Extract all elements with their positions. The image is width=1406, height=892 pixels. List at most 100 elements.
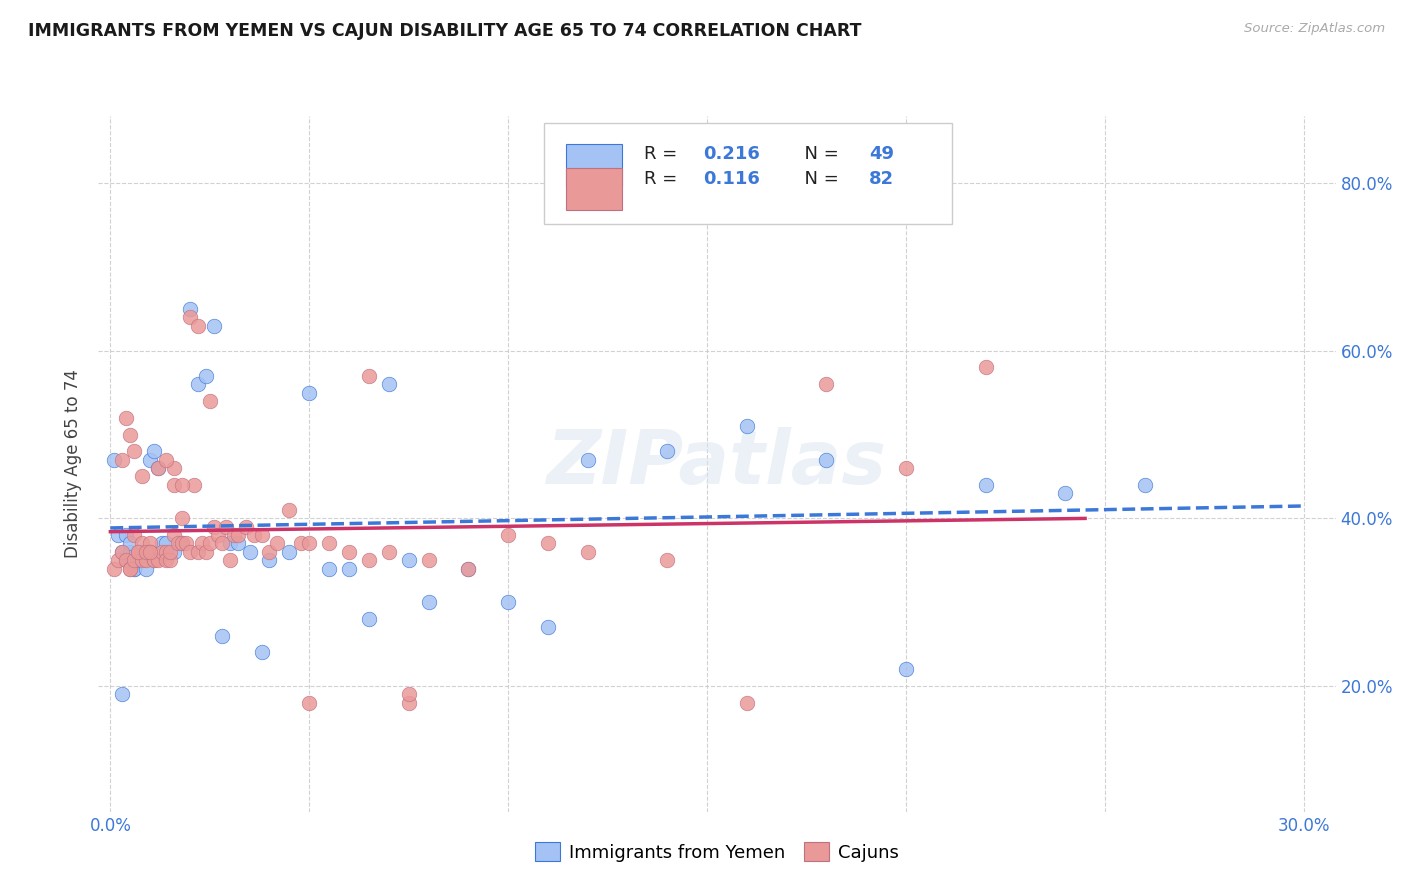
Point xyxy=(159,553,181,567)
Point xyxy=(120,545,142,559)
Point xyxy=(576,452,599,467)
Point xyxy=(242,528,264,542)
Point xyxy=(127,553,149,567)
Point xyxy=(111,545,134,559)
Point xyxy=(496,595,519,609)
Point xyxy=(298,385,321,400)
Point xyxy=(222,528,245,542)
Point xyxy=(202,318,225,333)
Point xyxy=(127,545,149,559)
Point xyxy=(239,545,262,559)
Text: ZIPatlas: ZIPatlas xyxy=(547,427,887,500)
Point xyxy=(657,553,679,567)
Point xyxy=(179,310,201,325)
Point xyxy=(250,645,273,659)
Point xyxy=(139,536,162,550)
Text: IMMIGRANTS FROM YEMEN VS CAJUN DISABILITY AGE 65 TO 74 CORRELATION CHART: IMMIGRANTS FROM YEMEN VS CAJUN DISABILIT… xyxy=(28,22,862,40)
Point xyxy=(418,595,440,609)
Point xyxy=(139,545,162,559)
Point xyxy=(170,536,193,550)
Point xyxy=(191,536,214,550)
FancyBboxPatch shape xyxy=(567,169,621,210)
Point xyxy=(155,452,177,467)
Point xyxy=(576,545,599,559)
Point xyxy=(735,419,758,434)
Point xyxy=(1054,486,1077,500)
Point xyxy=(226,528,249,542)
Point xyxy=(103,452,125,467)
Point xyxy=(146,461,169,475)
Point xyxy=(122,444,145,458)
Point xyxy=(163,461,186,475)
Text: 0.216: 0.216 xyxy=(703,145,761,163)
Point xyxy=(155,553,177,567)
Point xyxy=(218,553,240,567)
Legend: Immigrants from Yemen, Cajuns: Immigrants from Yemen, Cajuns xyxy=(527,835,907,869)
Point xyxy=(215,519,238,533)
Point xyxy=(170,536,193,550)
Point xyxy=(143,553,166,567)
Point xyxy=(337,561,360,575)
Point xyxy=(163,528,186,542)
FancyBboxPatch shape xyxy=(544,123,952,224)
Point xyxy=(155,545,177,559)
Point xyxy=(115,528,138,542)
Point xyxy=(496,528,519,542)
Point xyxy=(194,545,217,559)
FancyBboxPatch shape xyxy=(567,144,621,186)
Point xyxy=(211,629,233,643)
Point xyxy=(198,394,221,409)
Point xyxy=(398,687,420,701)
Point xyxy=(135,561,157,575)
Point xyxy=(398,696,420,710)
Point xyxy=(457,561,479,575)
Text: N =: N = xyxy=(793,145,844,163)
Point xyxy=(163,545,186,559)
Point xyxy=(115,553,138,567)
Text: 0.116: 0.116 xyxy=(703,169,761,187)
Point xyxy=(378,377,401,392)
Point xyxy=(139,452,162,467)
Point xyxy=(170,477,193,491)
Text: Source: ZipAtlas.com: Source: ZipAtlas.com xyxy=(1244,22,1385,36)
Point xyxy=(107,528,129,542)
Point xyxy=(183,477,205,491)
Point xyxy=(194,368,217,383)
Point xyxy=(278,545,301,559)
Point xyxy=(337,545,360,559)
Point xyxy=(198,536,221,550)
Point xyxy=(143,444,166,458)
Point xyxy=(131,536,153,550)
Point xyxy=(115,410,138,425)
Point xyxy=(657,444,679,458)
Point xyxy=(298,536,321,550)
Point xyxy=(735,696,758,710)
Point xyxy=(537,620,560,634)
Point xyxy=(894,461,917,475)
Point xyxy=(378,545,401,559)
Point xyxy=(111,452,134,467)
Point xyxy=(135,545,157,559)
Point xyxy=(120,427,142,442)
Point xyxy=(122,553,145,567)
Point xyxy=(211,536,233,550)
Point xyxy=(179,545,201,559)
Point xyxy=(1133,477,1156,491)
Point xyxy=(187,377,209,392)
Point xyxy=(298,696,321,710)
Point xyxy=(187,545,209,559)
Point xyxy=(187,318,209,333)
Point xyxy=(103,561,125,575)
Point xyxy=(357,368,380,383)
Point xyxy=(418,553,440,567)
Point xyxy=(131,545,153,559)
Point xyxy=(357,553,380,567)
Point xyxy=(259,553,281,567)
Text: 82: 82 xyxy=(869,169,894,187)
Point xyxy=(150,536,173,550)
Point xyxy=(107,553,129,567)
Point xyxy=(146,461,169,475)
Point xyxy=(974,360,997,375)
Point xyxy=(357,612,380,626)
Point xyxy=(111,545,134,559)
